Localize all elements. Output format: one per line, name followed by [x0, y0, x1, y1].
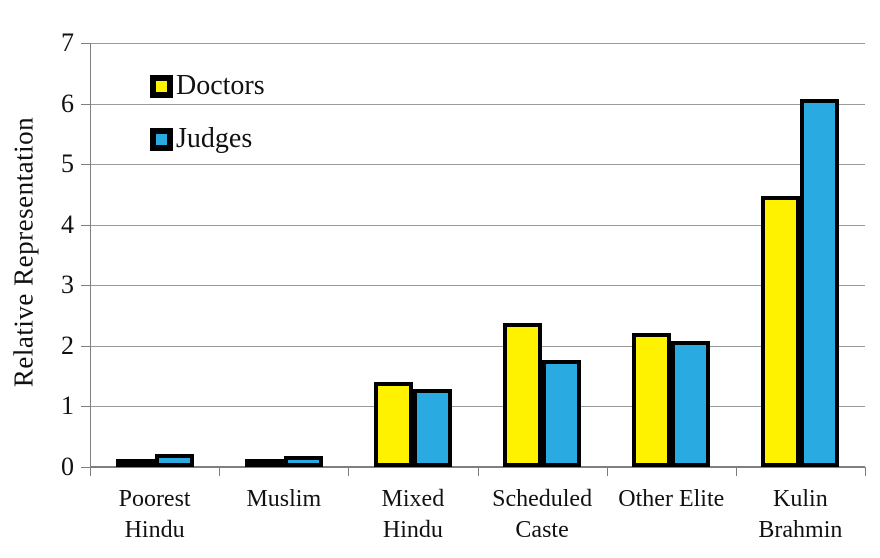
legend-item-doctors: Doctors [150, 72, 265, 100]
y-tick-mark-5 [81, 164, 90, 166]
bar-doctors-mixed-hindu [373, 382, 413, 467]
x-category-label-line: Mixed [381, 486, 445, 512]
x-category-label-poorest-hindu: Poorest Hindu [90, 484, 219, 546]
x-category-label-kulin-brahmin: Kulin Brahmin [736, 484, 865, 546]
x-category-label-scheduled-caste: Scheduled Caste [478, 484, 607, 546]
gridline-y3 [90, 285, 865, 287]
bar-doctors-other-elite [632, 333, 672, 467]
y-tick-mark-3 [81, 285, 90, 287]
bar-judges-poorest-hindu [154, 454, 194, 467]
x-category-label-other-elite: Other Elite [607, 484, 736, 515]
y-tick-mark-0 [81, 467, 90, 468]
legend-label-judges: Judges [176, 123, 253, 154]
y-axis-line [90, 43, 91, 467]
bar-judges-other-elite [671, 341, 711, 467]
gridline-y6 [90, 103, 865, 105]
y-tick-mark-4 [81, 224, 90, 226]
y-tick-label-6: 6 [61, 88, 74, 118]
legend-label-doctors: Doctors [176, 70, 265, 101]
x-category-label-line: Hindu [124, 517, 185, 543]
y-tick-label-0: 0 [61, 452, 74, 481]
gridline-y2 [90, 345, 865, 347]
y-tick-label-3: 3 [61, 270, 74, 300]
gridline-y1 [90, 406, 865, 408]
y-tick-label-7: 7 [61, 28, 74, 57]
y-tick-mark-1 [81, 406, 90, 408]
legend-item-judges: Judges [150, 125, 252, 153]
bar-doctors-poorest-hindu [115, 459, 155, 467]
x-category-label-line: Brahmin [758, 517, 843, 543]
x-tick-mark-5 [735, 467, 737, 476]
bar-judges-muslim [283, 456, 323, 467]
x-tick-mark-1 [219, 467, 221, 476]
bar-doctors-scheduled-caste [503, 323, 543, 467]
x-category-label-mixed-hindu: Mixed Hindu [348, 484, 477, 546]
x-category-label-line: Scheduled [492, 486, 593, 512]
legend-marker-doctors-icon [150, 74, 173, 98]
x-category-label-line: Muslim [246, 486, 322, 512]
bar-doctors-kulin-brahmin [761, 196, 801, 467]
bar-doctors-muslim [244, 459, 284, 467]
x-category-label-line: Hindu [382, 517, 443, 543]
x-tick-mark-3 [477, 467, 479, 476]
x-category-label-line: Other Elite [618, 486, 725, 512]
y-tick-label-4: 4 [61, 209, 74, 239]
x-category-label-muslim: Muslim [219, 484, 348, 515]
bar-judges-kulin-brahmin [800, 99, 840, 467]
x-tick-mark-0 [90, 467, 91, 476]
y-tick-label-5: 5 [61, 149, 74, 179]
y-tick-mark-7 [81, 43, 90, 44]
x-category-label-line: Poorest [118, 486, 191, 512]
y-tick-mark-2 [81, 345, 90, 347]
bar-judges-mixed-hindu [412, 389, 452, 467]
gridline-y5 [90, 164, 865, 166]
x-category-label-line: Kulin [773, 486, 828, 512]
x-tick-mark-2 [348, 467, 350, 476]
x-tick-mark-6 [865, 467, 866, 476]
x-category-label-line: Caste [515, 517, 569, 543]
gridline-y4 [90, 224, 865, 226]
gridline-y7 [90, 43, 865, 44]
x-tick-mark-4 [606, 467, 608, 476]
legend-marker-judges-icon [150, 127, 173, 151]
y-tick-mark-6 [81, 103, 90, 105]
y-axis-title: Relative Representation [8, 116, 39, 388]
bar-judges-scheduled-caste [542, 360, 582, 467]
y-tick-label-1: 1 [61, 391, 74, 421]
y-tick-label-2: 2 [61, 330, 74, 360]
